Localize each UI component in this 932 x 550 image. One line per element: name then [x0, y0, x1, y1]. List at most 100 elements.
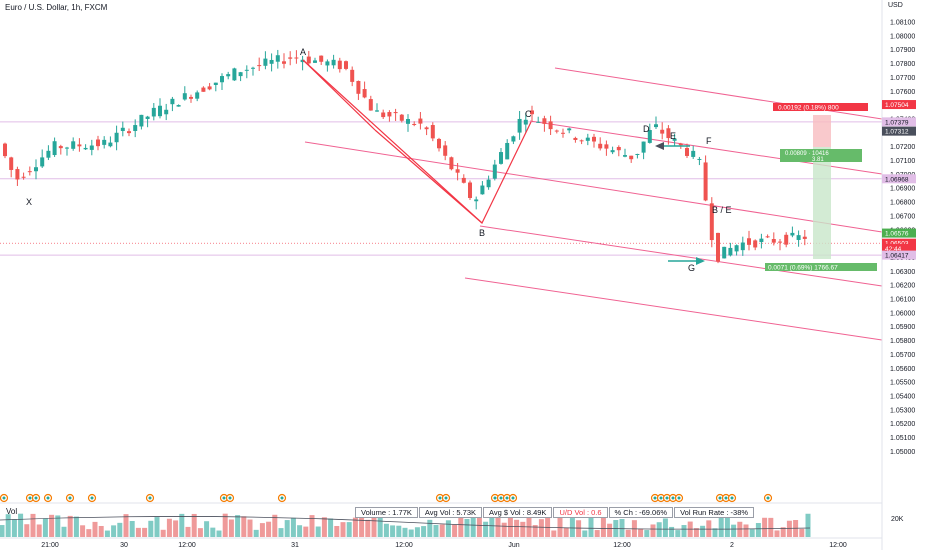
volume-bar — [371, 513, 377, 537]
price-tag-label: 1.06417 — [885, 253, 909, 260]
candle-body — [393, 112, 398, 114]
volume-bar — [42, 518, 48, 537]
candle-body — [275, 55, 280, 62]
candle-body — [387, 112, 392, 117]
volume-bar — [129, 520, 135, 537]
volume-bar — [278, 528, 284, 537]
candle-body — [610, 150, 615, 153]
price-tick-label: 1.07200 — [890, 144, 915, 151]
candle-body — [734, 245, 739, 252]
volume-average-line — [0, 516, 811, 530]
price-tick-label: 1.07700 — [890, 75, 915, 82]
volume-bar — [104, 530, 110, 537]
volume-bar — [799, 528, 805, 537]
event-marker-dot — [505, 496, 509, 500]
volume-bar — [92, 521, 98, 537]
candle-body — [523, 119, 528, 125]
volume-bar — [650, 524, 656, 537]
price-tick-label: 1.07800 — [890, 61, 915, 68]
candle-body — [58, 146, 63, 149]
volume-bar — [154, 517, 160, 537]
time-tick-label: 31 — [291, 542, 299, 549]
candle-body — [567, 128, 572, 131]
candle-body — [561, 132, 565, 134]
event-marker-dot — [718, 496, 722, 500]
volume-bar — [160, 529, 166, 537]
volume-bar — [117, 522, 123, 537]
candle-body — [629, 155, 634, 160]
candle-body — [598, 143, 603, 149]
event-marker-dot — [46, 496, 50, 500]
event-marker-dot — [280, 496, 284, 500]
event-marker-dot — [68, 496, 72, 500]
price-tag-label: 1.07379 — [885, 119, 909, 126]
candle-body — [790, 232, 795, 236]
volume-bar — [662, 518, 668, 537]
candle-body — [455, 169, 460, 173]
volume-bar — [235, 515, 241, 537]
pattern-label-b: B — [479, 228, 485, 238]
volume-bar — [142, 527, 148, 537]
price-tick-label: 1.07100 — [890, 158, 915, 165]
candle-body — [368, 99, 373, 111]
volume-bar — [476, 509, 482, 537]
candle-body — [344, 61, 348, 69]
volume-bar — [49, 514, 55, 537]
time-tick-label: 12:00 — [613, 542, 631, 549]
candle-body — [784, 234, 789, 245]
volume-bar — [30, 513, 36, 537]
candle-body — [666, 128, 671, 139]
volume-bar — [452, 524, 458, 537]
volume-bar — [73, 516, 79, 537]
price-tick-label: 1.05100 — [890, 435, 915, 442]
volume-bar — [656, 522, 662, 537]
candle-body — [350, 69, 355, 82]
time-tick-label: 2 — [730, 542, 734, 549]
volume-bar — [545, 514, 551, 537]
event-marker-dot — [724, 496, 728, 500]
price-tick-label: 1.06300 — [890, 269, 915, 276]
pattern-label-e: E — [670, 131, 676, 141]
candle-body — [257, 65, 262, 67]
candle-body — [492, 164, 497, 179]
volume-bar — [805, 513, 811, 537]
candle-body — [716, 232, 720, 262]
candle-body — [554, 130, 559, 132]
candle-body — [722, 246, 727, 259]
candle-body — [703, 162, 708, 201]
volume-bar — [718, 514, 724, 537]
volume-bar — [352, 517, 358, 537]
candle-body — [102, 139, 107, 145]
candle-body — [678, 143, 683, 146]
volume-bar — [204, 521, 210, 537]
event-marker-dot — [222, 496, 226, 500]
pattern-label-d: D — [643, 124, 650, 134]
price-tick-label: 1.06200 — [890, 283, 915, 290]
candle-body — [21, 176, 26, 178]
candle-body — [771, 239, 776, 243]
candle-body — [747, 238, 751, 245]
xabcd-pattern: X A B C D E F B / E G — [26, 47, 732, 273]
candle-body — [579, 140, 584, 142]
volume-bar — [340, 522, 346, 537]
volume-bar — [712, 528, 718, 537]
candle-body — [282, 61, 286, 64]
candle-body — [685, 147, 689, 156]
candle-body — [294, 57, 299, 59]
event-markers — [0, 493, 773, 503]
candle-body — [604, 144, 609, 149]
event-marker-dot — [659, 496, 663, 500]
candle-body — [251, 67, 255, 69]
candle-body — [201, 87, 206, 92]
candle-body — [424, 127, 429, 130]
volume-bar — [669, 526, 675, 537]
volume-bar — [458, 511, 464, 537]
candle-body — [412, 123, 417, 125]
candle-body — [499, 152, 503, 164]
candle-body — [96, 139, 100, 147]
volume-bar — [383, 523, 389, 537]
pattern-label-c: C — [525, 109, 532, 119]
volume-bar — [414, 527, 420, 537]
event-marker-dot — [2, 496, 6, 500]
